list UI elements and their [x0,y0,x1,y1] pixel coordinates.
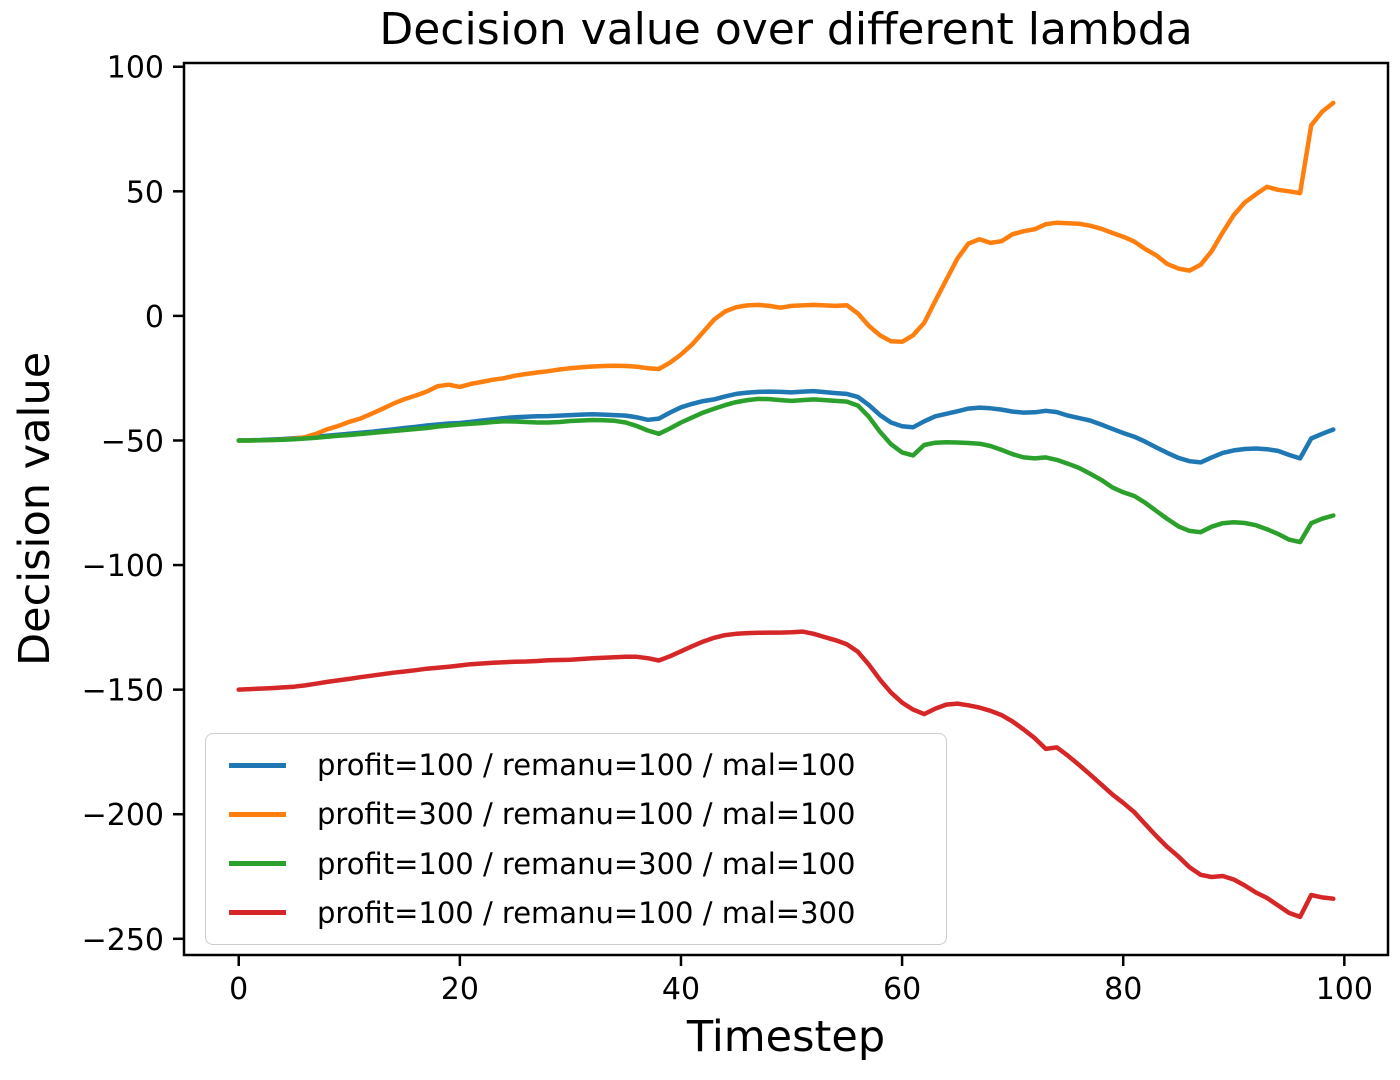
legend-label: profit=300 / remanu=100 / mal=100 [317,797,856,832]
axes-spines [182,61,1390,957]
series-line-2 [236,396,1336,545]
legend-label: profit=100 / remanu=100 / mal=100 [317,748,856,783]
y-tick-label: −50 [101,424,164,459]
x-tick-label: 100 [1316,972,1373,1007]
y-tick-label: 100 [107,51,164,86]
y-tick-label: −150 [82,674,164,709]
y-tick-label: 0 [145,300,164,335]
chart-title: Decision value over different lambda [379,4,1193,55]
legend-line-swatch-green [229,861,286,867]
legend-label: profit=100 / remanu=300 / mal=100 [317,846,856,881]
y-tick-label: −250 [82,923,164,958]
legend-label: profit=100 / remanu=100 / mal=300 [317,895,856,930]
legend-line-swatch-red [229,910,286,916]
legend-item: profit=300 / remanu=100 / mal=100 [206,792,946,836]
legend-line-swatch-blue [229,762,286,768]
legend-item: profit=100 / remanu=100 / mal=300 [206,891,946,935]
series-line-1 [236,100,1336,443]
x-tick-label: 60 [883,972,921,1007]
legend-item: profit=100 / remanu=100 / mal=100 [206,743,946,787]
y-tick-label: 50 [126,175,164,210]
series-line-3 [236,629,1336,920]
x-tick-label: 80 [1104,972,1142,1007]
y-tick-label: −200 [82,798,164,833]
legend-line-swatch-orange [229,811,286,817]
x-tick-label: 0 [229,972,248,1007]
y-axis-label: Decision value [10,351,60,667]
legend: profit=100 / remanu=100 / mal=100 profit… [205,733,947,945]
series-line-0 [236,388,1336,465]
y-tick-label: −100 [82,549,164,584]
x-axis-label: Timestep [686,1012,886,1062]
legend-item: profit=100 / remanu=300 / mal=100 [206,842,946,886]
x-tick-label: 20 [441,972,479,1007]
x-tick-label: 40 [662,972,700,1007]
